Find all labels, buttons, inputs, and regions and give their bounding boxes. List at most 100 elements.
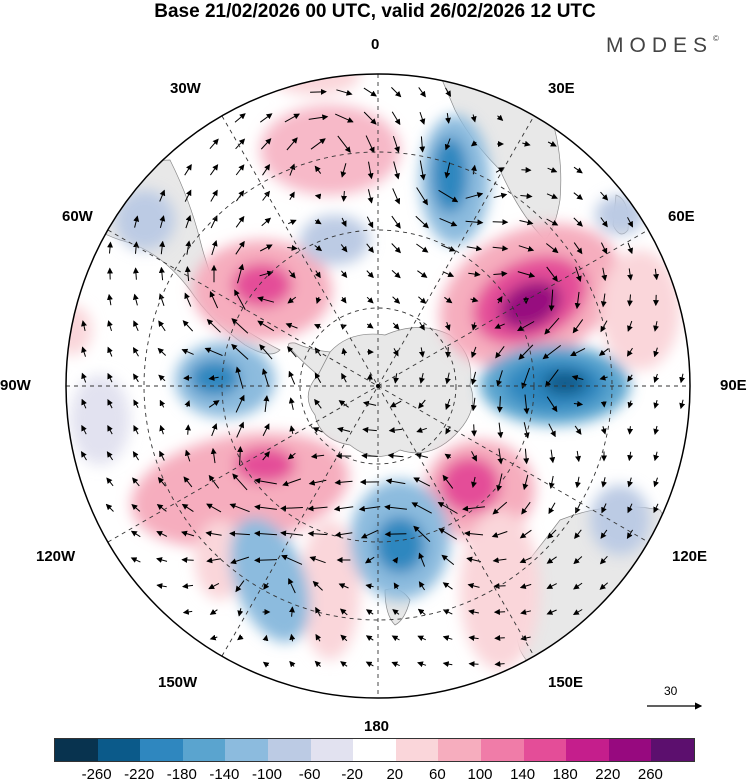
colorbar-swatch (310, 739, 354, 761)
wind-vector (206, 557, 221, 564)
wind-vector (470, 397, 477, 412)
wind-vectors (80, 87, 686, 668)
wind-vector (366, 296, 374, 304)
wind-vector (520, 609, 532, 615)
wind-vector (210, 189, 218, 202)
lon-label-0: 0 (371, 36, 380, 53)
colorbar-swatch (438, 739, 481, 761)
wind-vector (334, 113, 354, 123)
wind-vector (184, 189, 192, 202)
wind-vector (573, 242, 583, 255)
wind-vector (492, 557, 507, 564)
logo-copyright-mark: © (713, 34, 719, 43)
wind-vector (235, 366, 244, 389)
wind-vector (366, 243, 374, 253)
wind-vector (574, 425, 582, 435)
wind-vector (497, 422, 504, 439)
wind-vector (181, 503, 194, 513)
wind-vector (288, 269, 296, 279)
colorbar-swatch (608, 739, 652, 761)
lon-label-60e: 60E (668, 208, 695, 225)
wind-vector (289, 660, 296, 668)
wind-vector (572, 319, 584, 334)
wind-vector (411, 502, 432, 514)
wind-vector (157, 477, 166, 487)
wind-vector (259, 344, 273, 360)
wind-vector (492, 501, 508, 515)
wind-vector (471, 451, 477, 462)
colorbar-tick-label: -60 (298, 766, 321, 783)
wind-vector (548, 423, 556, 438)
wind-vector (517, 321, 535, 331)
wind-vector (626, 294, 633, 307)
wind-vector (546, 609, 557, 615)
wind-vector (281, 554, 303, 565)
wind-vector (235, 394, 245, 413)
wind-vector (413, 525, 431, 542)
wind-vector (231, 318, 249, 334)
wind-vector (547, 167, 558, 173)
wind-vector (418, 552, 426, 567)
wind-vector (363, 111, 377, 125)
wind-vector (468, 635, 479, 642)
wind-vector (307, 505, 328, 512)
wind-vector (438, 528, 458, 540)
wind-vector (209, 138, 219, 150)
wind-vector (308, 114, 329, 121)
wind-vector (208, 400, 220, 408)
wind-vector (262, 451, 270, 461)
wind-vector (237, 446, 244, 466)
wind-vector (261, 217, 272, 227)
wind-vector (520, 635, 531, 641)
wind-vector (209, 634, 218, 641)
wind-vector (156, 531, 168, 537)
wind-vector (107, 425, 113, 435)
wind-vector (600, 191, 609, 201)
wind-vector (495, 346, 505, 359)
wind-vector (468, 661, 479, 668)
wind-vector (573, 192, 583, 200)
wind-vector (235, 190, 245, 202)
wind-vector (653, 451, 660, 462)
wind-vector (365, 135, 375, 154)
wind-vector (181, 556, 194, 563)
wind-vector (496, 296, 503, 304)
wind-vector (392, 296, 401, 304)
wind-vector (418, 296, 427, 304)
wind-vector (234, 289, 246, 310)
wind-vector (208, 474, 220, 489)
wind-vector (287, 296, 297, 304)
wind-vector (653, 399, 660, 409)
colorbar-tick-label: 260 (637, 766, 663, 783)
wind-vector (471, 476, 477, 488)
wind-vector (254, 530, 278, 537)
wind-vector (445, 398, 451, 410)
wind-vector (471, 346, 477, 359)
wind-vector (388, 427, 403, 434)
wind-vector (106, 451, 114, 461)
wind-vector (358, 505, 381, 512)
wind-vector (80, 451, 87, 461)
wind-vector (262, 661, 270, 668)
wind-vector (466, 245, 483, 252)
wind-vector (362, 426, 377, 433)
wind-vector (465, 219, 484, 226)
wind-vector (391, 243, 401, 254)
wind-vector (184, 424, 191, 435)
wind-vector (392, 322, 400, 330)
wind-vector (184, 400, 191, 408)
wind-vector (156, 557, 168, 563)
wind-vector (262, 190, 271, 201)
wind-vector (340, 634, 348, 642)
wind-vector (442, 474, 454, 489)
wind-vector (314, 245, 323, 252)
wind-vector (158, 320, 166, 332)
wind-vector (314, 398, 322, 409)
wind-vector (575, 450, 581, 463)
colorbar-swatch (140, 739, 183, 761)
antarctica (307, 327, 474, 457)
wind-vector (437, 501, 458, 514)
wind-vector (416, 243, 429, 253)
wind-vector (466, 556, 481, 563)
wind-vector (260, 113, 273, 123)
